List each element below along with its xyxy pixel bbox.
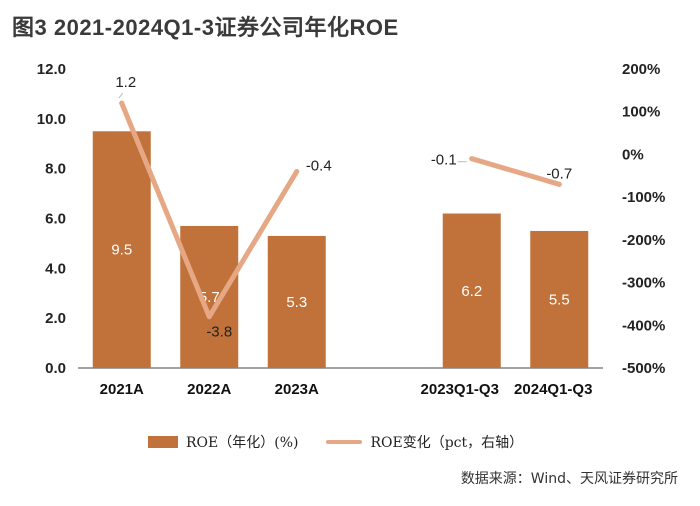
y-right-tick-label: -200% bbox=[622, 232, 665, 249]
bar bbox=[180, 225, 239, 368]
line-value-label: 1.2 bbox=[115, 74, 136, 91]
legend-swatch-line bbox=[326, 440, 363, 444]
line-value-label: -3.8 bbox=[206, 324, 232, 341]
y-left-tick-label: 4.0 bbox=[45, 260, 66, 277]
label-leader-line bbox=[118, 92, 124, 99]
x-category-label: 2023Q1-Q3 bbox=[421, 381, 499, 398]
y-left-tick-label: 10.0 bbox=[37, 111, 66, 128]
bar bbox=[442, 213, 501, 368]
bar bbox=[530, 230, 589, 368]
y-right-tick-label: 200% bbox=[622, 61, 660, 78]
y-right-tick-label: -500% bbox=[622, 360, 665, 377]
line-point bbox=[469, 156, 475, 162]
legend-label-roe-change: ROE变化（pct，右轴） bbox=[370, 435, 524, 451]
bar-value-label: 5.3 bbox=[286, 294, 307, 311]
bar-value-label: 6.2 bbox=[461, 283, 482, 300]
line-value-label: -0.1 bbox=[431, 152, 457, 169]
y-right-tick-label: 100% bbox=[622, 104, 660, 121]
chart-title: 图3 2021-2024Q1-3证券公司年化ROE bbox=[12, 15, 399, 40]
legend-item-roe-change: ROE变化（pct，右轴） bbox=[326, 432, 523, 452]
y-right-tick-label: 0% bbox=[622, 146, 644, 163]
line-point bbox=[556, 181, 562, 187]
bar-value-label: 5.5 bbox=[549, 291, 570, 308]
line-point bbox=[119, 100, 125, 106]
y-right-tick-label: -100% bbox=[622, 189, 665, 206]
legend-label-roe: ROE（年化）(%) bbox=[186, 435, 299, 451]
y-left-tick-label: 2.0 bbox=[45, 310, 66, 327]
y-right-tick-label: -300% bbox=[622, 275, 665, 292]
bar-value-label: 9.5 bbox=[111, 242, 132, 259]
x-category-label: 2022A bbox=[187, 381, 231, 398]
y-left-tick-label: 6.0 bbox=[45, 211, 66, 228]
line-value-label: -0.7 bbox=[546, 165, 572, 182]
line-value-label: -0.4 bbox=[306, 158, 332, 175]
y-left-tick-label: 0.0 bbox=[45, 360, 66, 377]
x-category-label: 2021A bbox=[100, 381, 144, 398]
x-category-label: 2023A bbox=[275, 381, 319, 398]
legend-item-roe: ROE（年化）(%) bbox=[148, 432, 298, 452]
legend-swatch-bar bbox=[148, 436, 178, 448]
bar bbox=[92, 131, 151, 368]
y-right-tick-label: -400% bbox=[622, 317, 665, 334]
line-series bbox=[469, 156, 562, 187]
source-note: 数据来源：Wind、天风证券研究所 bbox=[460, 471, 678, 487]
bar bbox=[267, 235, 326, 368]
legend: ROE（年化）(%) ROE变化（pct，右轴） bbox=[148, 432, 551, 452]
line-point bbox=[294, 169, 300, 175]
line-point bbox=[206, 314, 212, 320]
y-left-tick-label: 8.0 bbox=[45, 161, 66, 178]
y-left-tick-label: 12.0 bbox=[37, 61, 66, 78]
x-category-label: 2024Q1-Q3 bbox=[514, 381, 592, 398]
